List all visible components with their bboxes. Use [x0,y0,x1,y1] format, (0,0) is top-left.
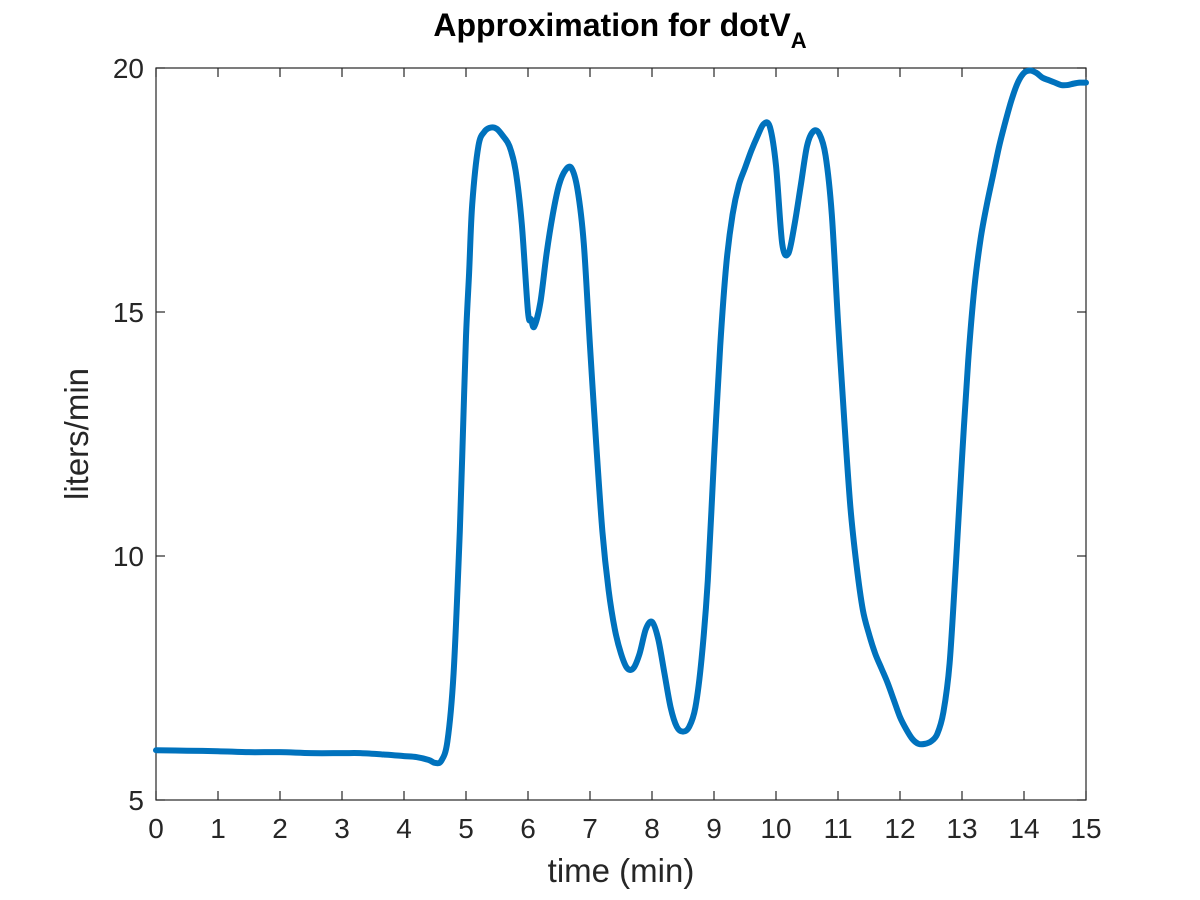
x-tick-label: 14 [1008,813,1039,844]
chart-title-subscript: A [791,28,807,53]
x-tick-label: 2 [272,813,288,844]
x-tick-label: 9 [706,813,722,844]
x-tick-label: 12 [884,813,915,844]
y-tick-label: 5 [128,785,144,816]
x-tick-label: 8 [644,813,660,844]
x-tick-label: 3 [334,813,350,844]
x-tick-label: 10 [760,813,791,844]
x-tick-label: 5 [458,813,474,844]
x-tick-label: 6 [520,813,536,844]
x-tick-label: 7 [582,813,598,844]
x-tick-label: 1 [210,813,226,844]
chart-title: Approximation for dotVA [433,7,806,53]
x-tick-label: 15 [1070,813,1101,844]
plot-area [155,67,1087,801]
series-line [153,67,1089,767]
x-tick-label: 0 [148,813,164,844]
y-tick-label: 20 [113,53,144,84]
x-axis-label: time (min) [548,852,695,889]
x-tick-label: 11 [823,813,852,844]
y-tick-label: 10 [113,541,144,572]
x-tick-label: 13 [946,813,977,844]
y-tick-label: 15 [113,297,144,328]
y-axis-label: liters/min [58,368,95,500]
chart-title-main: Approximation for dotV [433,7,791,43]
x-tick-label: 4 [396,813,412,844]
axis-ticks [155,67,1087,801]
